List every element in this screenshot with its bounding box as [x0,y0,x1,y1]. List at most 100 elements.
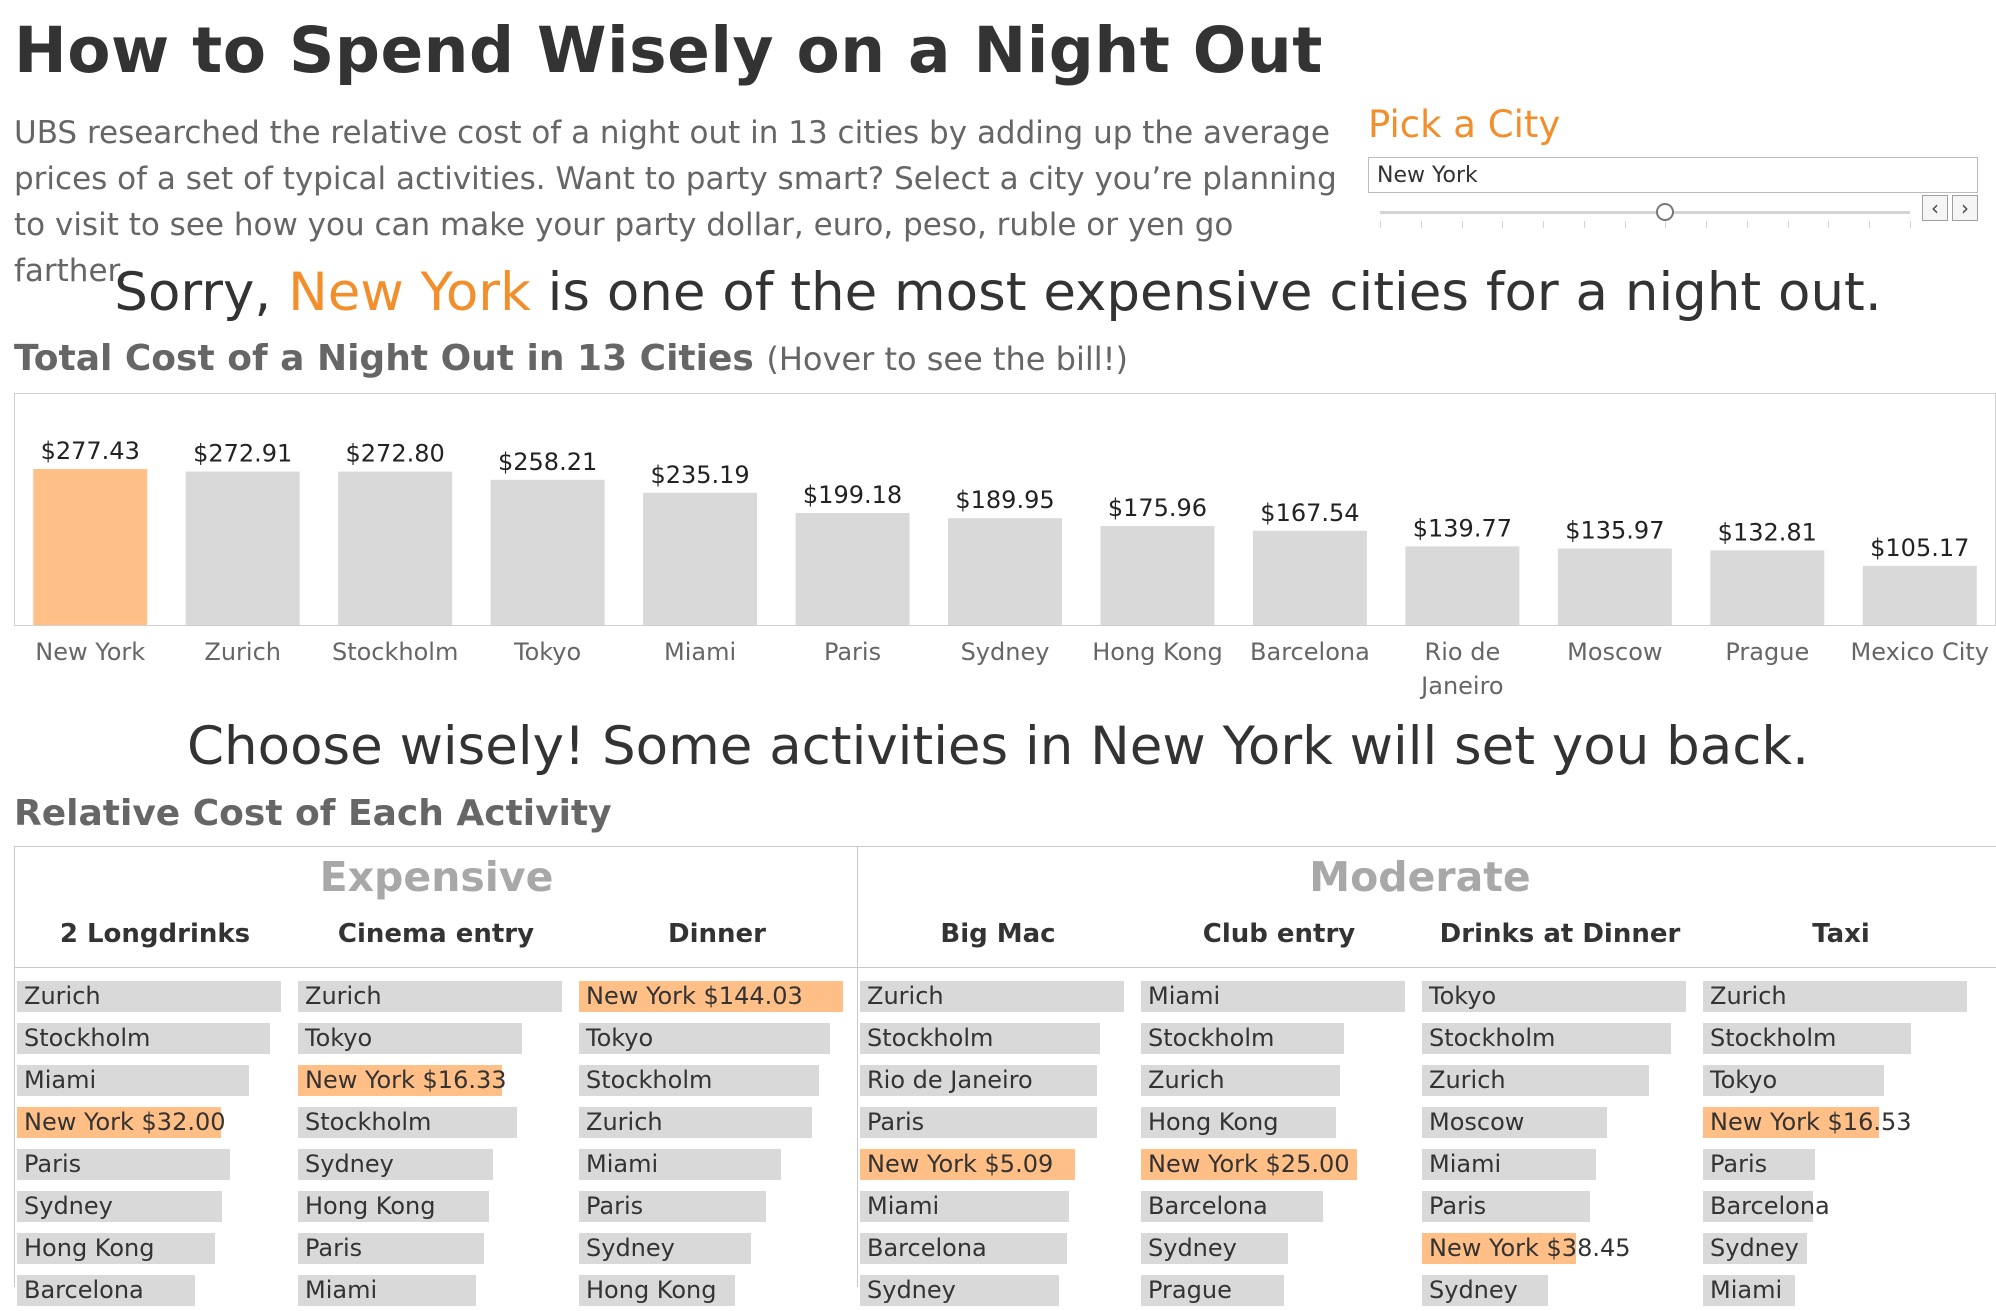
category-label: Janeiro [1419,672,1503,700]
activity-row[interactable]: New York $144.03 [579,975,849,1017]
activity-row[interactable]: Rio de Janeiro [860,1059,1130,1101]
chart-title-note: (Hover to see the bill!) [766,340,1128,378]
bar-moscow[interactable] [1557,548,1672,625]
bar-hong-kong[interactable] [1100,526,1215,625]
activity-row[interactable]: Sydney [860,1269,1130,1311]
activity-row[interactable]: Sydney [17,1185,287,1227]
activity-row[interactable]: Sydney [298,1143,568,1185]
activity-row[interactable]: Zurich [17,975,287,1017]
bar-value-label: $175.96 [1108,494,1207,522]
activity-row[interactable]: Hong Kong [1141,1101,1411,1143]
activity-row[interactable]: Zurich [1141,1059,1411,1101]
activity-row[interactable]: Stockholm [1703,1017,1973,1059]
activity-bar [860,1107,1097,1138]
prev-city-button[interactable]: ‹ [1922,195,1948,221]
activity-row[interactable]: New York $32.00 [17,1101,287,1143]
activity-row[interactable]: Stockholm [1141,1017,1411,1059]
activity-row[interactable]: Miami [1141,975,1411,1017]
activity-row[interactable]: Zurich [579,1101,849,1143]
activity-row[interactable]: Sydney [1422,1269,1692,1311]
activity-row[interactable]: Miami [579,1143,849,1185]
activity-row[interactable]: Paris [1422,1185,1692,1227]
activity-row[interactable]: Paris [298,1227,568,1269]
activity-row[interactable]: Barcelona [1141,1185,1411,1227]
bar-barcelona[interactable] [1252,530,1367,625]
activity-city-label: Paris [1710,1150,1768,1178]
activity-row[interactable]: New York $25.00 [1141,1143,1411,1185]
activity-header: Club entry [1202,919,1356,949]
activity-row[interactable]: Hong Kong [579,1269,849,1311]
activity-row[interactable]: Zurich [1422,1059,1692,1101]
city-slider[interactable] [1380,199,1911,239]
bar-mexico-city[interactable] [1862,565,1977,625]
activity-city-label: Stockholm [24,1024,151,1052]
activity-header: Drinks at Dinner [1439,919,1681,949]
activity-column: Zurich Stockholm Tokyo New York $16.53 Paris… [1703,975,1973,1311]
activity-row[interactable]: Stockholm [1422,1017,1692,1059]
activity-row[interactable]: New York $5.09 [860,1143,1130,1185]
slider-thumb[interactable] [1656,203,1675,221]
activity-row[interactable]: Zurich [1703,975,1973,1017]
bar-rio-de-janeiro[interactable] [1405,546,1520,625]
bar-value-label: $105.17 [1870,534,1969,562]
activity-row[interactable]: Miami [860,1185,1130,1227]
bar-stockholm[interactable] [338,471,453,625]
activity-row[interactable]: Tokyo [1422,975,1692,1017]
category-label: New York [35,638,145,666]
activity-row[interactable]: Miami [298,1269,568,1311]
activity-row[interactable]: Stockholm [17,1017,287,1059]
activity-row[interactable]: Miami [1422,1143,1692,1185]
activity-row[interactable]: Sydney [1141,1227,1411,1269]
activity-row[interactable]: Sydney [579,1227,849,1269]
activity-row[interactable]: Zurich [298,975,568,1017]
activity-row[interactable]: Barcelona [17,1269,287,1311]
activity-row[interactable]: Miami [1703,1269,1973,1311]
activity-row[interactable]: Paris [579,1185,849,1227]
activity-row[interactable]: Hong Kong [17,1227,287,1269]
activity-row[interactable]: Paris [17,1143,287,1185]
bar-prague[interactable] [1710,550,1825,625]
activity-row[interactable]: Stockholm [298,1101,568,1143]
bar-miami[interactable] [643,492,758,625]
city-select[interactable]: New York [1368,157,1978,193]
activity-row[interactable]: Moscow [1422,1101,1692,1143]
activity-row[interactable]: Paris [1703,1143,1973,1185]
activity-row[interactable]: Stockholm [579,1059,849,1101]
activity-row[interactable]: Stockholm [860,1017,1130,1059]
activity-city-label: Stockholm [305,1108,432,1136]
activity-row[interactable]: Sydney [1703,1227,1973,1269]
bar-value-label: $199.18 [803,481,902,509]
activity-row[interactable]: Zurich [860,975,1130,1017]
activity-row[interactable]: Miami [17,1059,287,1101]
activity-row[interactable]: Hong Kong [298,1185,568,1227]
activity-row[interactable]: Paris [860,1101,1130,1143]
activity-row[interactable]: New York $38.45 [1422,1227,1692,1269]
activity-city-label: Moscow [1429,1108,1525,1136]
activity-city-label: Stockholm [1148,1024,1275,1052]
activity-row[interactable]: Tokyo [579,1017,849,1059]
activity-row[interactable]: New York $16.53 [1703,1101,1973,1143]
bar-paris[interactable] [795,513,910,625]
activity-bar [860,1233,1067,1264]
bar-value-label: $132.81 [1718,518,1817,546]
activity-city-label: Sydney [1710,1234,1799,1262]
activity-row[interactable]: Barcelona [1703,1185,1973,1227]
activity-row[interactable]: Barcelona [860,1227,1130,1269]
category-label: Tokyo [513,638,581,666]
bar-new-york[interactable] [33,469,148,625]
activity-bar [1422,1107,1608,1138]
activity-row[interactable]: Tokyo [1703,1059,1973,1101]
bar-sydney[interactable] [948,518,1062,625]
bar-zurich[interactable] [185,471,300,625]
activity-column: Zurich Stockholm Miami New York $32.00 Paris… [17,975,287,1311]
slider-track [1380,211,1910,214]
bar-tokyo[interactable] [490,479,605,625]
activity-row[interactable]: Tokyo [298,1017,568,1059]
chart-title-text: Total Cost of a Night Out in 13 Cities [14,338,754,379]
activity-row[interactable]: Prague [1141,1269,1411,1311]
activity-city-label: Hong Kong [24,1234,155,1262]
header-divider [15,967,1996,968]
activity-bar [860,1149,1075,1180]
activity-row[interactable]: New York $16.33 [298,1059,568,1101]
next-city-button[interactable]: › [1952,195,1978,221]
